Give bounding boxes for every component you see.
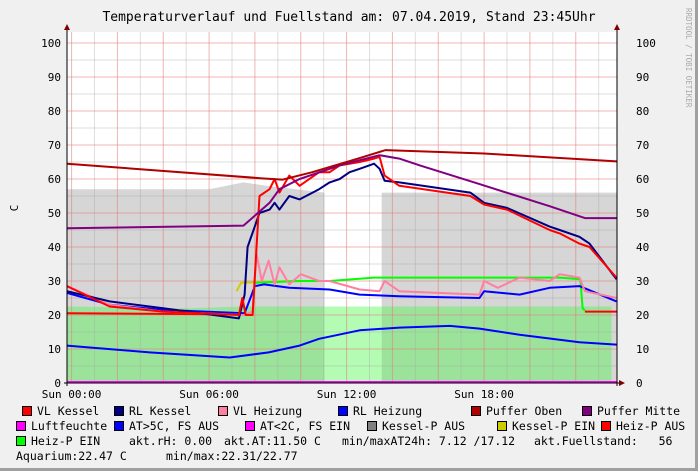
legend-label: Kessel-P EIN [512,419,596,433]
y-tick-left: 70 [48,139,61,152]
legend-swatch [582,406,592,416]
y-tick-left: 0 [54,377,61,390]
legend-item: Kessel-P AUS [367,419,465,434]
y-tick-left: 80 [48,105,61,118]
series-rl-heizung [66,283,617,315]
series-rl-kessel [66,162,618,320]
legend-label: Heiz-P AUS [616,419,686,433]
legend-swatch [367,421,377,431]
legend-swatch [22,406,32,416]
legend-swatch [218,406,228,416]
y-tick-left: 10 [48,343,61,356]
legend-label: Kessel-P AUS [382,419,466,433]
legend-item: RL Heizung [338,404,422,419]
legend-item: AT<2C, FS EIN [245,419,350,434]
y-tick-right: 90 [636,71,649,84]
series-vl-kessel [66,155,618,316]
legend-label: AT>5C, FS AUS [129,419,220,433]
legend-item: RL Kessel [114,404,191,419]
legend-swatch [338,406,348,416]
chart-title: Temperaturverlauf und Fuellstand am: 07.… [102,10,595,25]
legend-swatch [16,436,26,446]
legend-item: Luftfeuchte [16,419,107,434]
y-tick-right: 20 [636,309,649,322]
legend-swatch [114,406,124,416]
chart: Temperaturverlauf und Fuellstand am: 07.… [8,8,693,400]
legend-label: Heiz-P EIN [31,434,101,448]
legend-label: RL Kessel [129,404,192,418]
y-tick-left: 30 [48,275,61,288]
legend-item: Heiz-P AUS [601,419,685,434]
series-at [66,324,617,359]
legend-swatch [114,421,124,431]
y-tick-right: 70 [636,139,649,152]
y-tick-right: 60 [636,173,649,186]
legend-label: VL Kessel [37,404,100,418]
x-tick-label: Sun 18:00 [454,388,514,400]
y-tick-left: 60 [48,173,61,186]
stat-rh: akt.rH: 0.00 [129,434,213,448]
y-tick-left: 50 [48,207,61,220]
x-tick-label: Sun 06:00 [179,388,239,400]
legend-label: Luftfeuchte [31,419,108,433]
y-tick-right: 40 [636,241,649,254]
legend-item: VL Heizung [218,404,302,419]
legend-label: AT<2C, FS EIN [260,419,351,433]
legend-item: Puffer Mitte [582,404,680,419]
legend-swatch [601,421,611,431]
x-tick-label: Sun 00:00 [42,388,102,400]
legend-swatch [245,421,255,431]
stat-aquarium-minmax: min/max:22.31/22.77 [166,449,298,463]
stat-minmax-at: min/maxAT24h: 7.12 /17.12 [342,434,516,448]
y-tick-right: 10 [636,343,649,356]
y-tick-right: 0 [636,377,643,390]
legend-label: RL Heizung [353,404,423,418]
legend-item: AT>5C, FS AUS [114,419,219,434]
legend-item: VL Kessel [22,404,99,419]
y-tick-right: 100 [636,37,656,50]
area-1 [67,306,325,383]
y-axis-label: C [8,205,21,212]
series-puffer-oben [66,149,617,181]
y-arrow-left-icon [64,24,70,30]
legend-item: Heiz-P EIN [16,434,100,449]
legend-item: Kessel-P EIN [497,419,595,434]
legend-label: VL Heizung [233,404,303,418]
stat-fuellstand: akt.Fuellstand: 56 [534,434,673,448]
series-puffer-mitte [66,154,617,230]
y-tick-left: 20 [48,309,61,322]
legend-label: Puffer Mitte [597,404,681,418]
y-tick-left: 40 [48,241,61,254]
watermark: RRDTOOL / TOBI OETIKER [684,8,693,108]
legend-item: Puffer Oben [471,404,562,419]
y-tick-right: 80 [636,105,649,118]
y-tick-right: 30 [636,275,649,288]
stat-at: akt.AT:11.50 C [224,434,321,448]
x-tick-label: Sun 12:00 [317,388,377,400]
series-heiz-p-ein [251,276,586,312]
stat-aquarium: Aquarium:22.47 C [16,449,127,463]
y-tick-left: 90 [48,71,61,84]
legend-swatch [471,406,481,416]
x-arrow-icon [619,380,625,386]
area-1 [381,306,612,383]
legend-swatch [16,421,26,431]
y-tick-left: 100 [41,37,61,50]
area-2 [324,306,382,383]
legend-swatch [497,421,507,431]
y-arrow-right-icon [614,24,620,30]
y-tick-right: 50 [636,207,649,220]
legend-label: Puffer Oben [486,404,563,418]
